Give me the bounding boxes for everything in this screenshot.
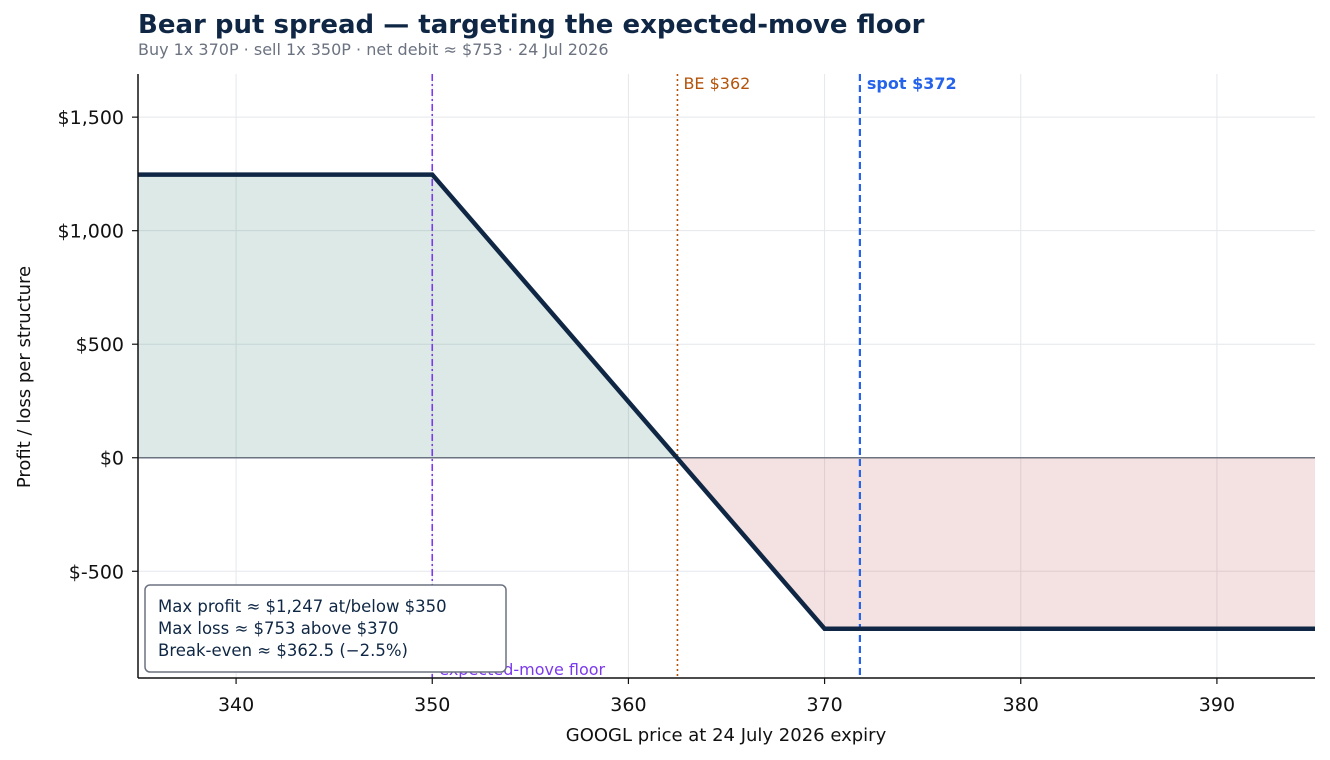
chart-title: Bear put spread — targeting the expected… [138,10,925,40]
x-tick-label: 370 [806,694,842,716]
y-tick-label: $-500 [69,561,124,583]
summary-box: Max profit ≈ $1,247 at/below $350 Max los… [144,584,507,673]
y-tick-label: $500 [76,334,124,356]
payoff-line [138,172,1315,631]
payoff-series [138,172,1315,631]
payoff-fills [138,174,1315,629]
x-tick-label: 350 [414,694,450,716]
loss-area [676,457,1315,629]
summary-line: Break-even ≈ $362.5 (−2.5%) [158,641,408,660]
profit-area [138,174,677,458]
y-tick-label: $1,500 [58,107,124,129]
y-axis-title: Profit / loss per structure [14,266,35,488]
chart-subtitle: Buy 1x 370P · sell 1x 350P · net debit ≈… [138,40,609,59]
summary-line: Max loss ≈ $753 above $370 [158,619,399,638]
breakeven-label: BE $362 [683,74,750,93]
summary-box-frame [144,584,507,673]
axes [132,74,1315,684]
x-tick-label: 360 [610,694,646,716]
x-axis-title: GOOGL price at 24 July 2026 expiry [566,725,887,746]
x-tick-label: 340 [218,694,254,716]
summary-line: Max profit ≈ $1,247 at/below $350 [158,597,447,616]
spot-label: spot $372 [867,74,957,93]
x-tick-label: 390 [1199,694,1235,716]
y-tick-label: $0 [100,448,124,470]
y-tick-label: $1,000 [58,221,124,243]
tick-labels: 340 350 360 370 380 390 $1,500 $1,000 $500 $0 $-50… [58,107,1236,716]
x-tick-label: 380 [1003,694,1039,716]
